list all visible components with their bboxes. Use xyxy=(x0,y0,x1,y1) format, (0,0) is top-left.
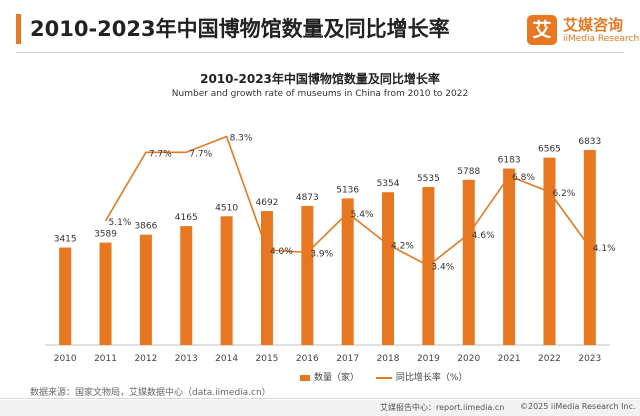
bar-value-label: 3415 xyxy=(54,235,77,245)
bar-value-label: 3589 xyxy=(94,230,117,240)
growth-rate-label: 4.0% xyxy=(270,247,293,257)
bar-value-label: 5136 xyxy=(336,185,359,195)
x-tick-label: 2013 xyxy=(175,354,198,364)
growth-rate-label: 8.3% xyxy=(230,133,253,143)
x-tick-label: 2020 xyxy=(457,354,480,364)
legend-bar-label: 数量（家） xyxy=(314,373,360,383)
legend-line-label: 同比增长率（%） xyxy=(395,373,468,383)
footer-bar: 艾媒报告中心：report.iimedia.cn ©2025 iiMedia R… xyxy=(0,400,640,416)
growth-rate-label: 7.7% xyxy=(189,149,212,159)
x-tick-label: 2022 xyxy=(538,354,561,364)
x-tick-label: 2018 xyxy=(377,354,400,364)
page-title: 2010-2023年中国博物馆数量及同比增长率 xyxy=(30,17,450,41)
x-tick-label: 2019 xyxy=(417,354,440,364)
bar-value-label: 4692 xyxy=(256,198,279,208)
bar-value-label: 4510 xyxy=(215,203,238,213)
bar xyxy=(583,150,596,345)
growth-rate-label: 6.2% xyxy=(552,189,575,199)
growth-rate-label: 6.8% xyxy=(512,173,535,183)
growth-rate-label: 7.7% xyxy=(149,149,172,159)
bar-value-label: 5354 xyxy=(377,179,400,189)
chart-legend: 数量（家） 同比增长率（%） xyxy=(300,370,467,383)
x-tick-label: 2023 xyxy=(578,354,601,364)
bar xyxy=(59,247,72,345)
legend-line-swatch xyxy=(375,376,392,379)
x-tick-label: 2011 xyxy=(94,354,117,364)
footer-copyright: ©2025 iiMedia Research Inc. xyxy=(520,402,636,411)
bar xyxy=(301,205,314,345)
bar-value-label: 5535 xyxy=(417,174,440,184)
footer-report-link[interactable]: 艾媒报告中心：report.iimedia.cn xyxy=(380,403,505,412)
bar xyxy=(260,211,273,345)
bar-value-label: 6183 xyxy=(498,156,521,166)
x-tick-label: 2010 xyxy=(54,354,77,364)
bar-value-label: 4165 xyxy=(175,213,198,223)
bar xyxy=(503,168,516,345)
x-tick-label: 2012 xyxy=(134,354,157,364)
growth-rate-label: 5.4% xyxy=(351,210,374,220)
bar xyxy=(99,242,112,345)
chart-subtitle: Number and growth rate of museums in Chi… xyxy=(171,89,469,99)
bar-value-label: 4873 xyxy=(296,193,319,203)
logo-name-cn: 艾媒咨询 xyxy=(563,16,624,34)
title-accent-bar xyxy=(16,14,21,44)
bar xyxy=(382,192,395,345)
growth-rate-label: 3.4% xyxy=(431,263,454,273)
brand-logo: 艾 艾媒咨询 iiMedia Research xyxy=(527,14,639,48)
bar xyxy=(462,179,475,345)
bar xyxy=(341,198,354,345)
bar-value-label: 6833 xyxy=(578,137,601,147)
x-tick-label: 2016 xyxy=(296,354,319,364)
data-source-note: 数据来源：国家文物局，艾媒数据中心（data.iimedia.cn） xyxy=(30,388,271,398)
growth-rate-label: 4.6% xyxy=(472,231,495,241)
x-tick-label: 2017 xyxy=(336,354,359,364)
logo-name-en: iiMedia Research xyxy=(563,34,640,44)
growth-rate-label: 3.9% xyxy=(310,250,333,260)
bar-value-label: 3866 xyxy=(134,222,157,232)
x-tick-label: 2015 xyxy=(256,354,279,364)
growth-rate-line xyxy=(104,135,591,267)
growth-rate-label: 5.1% xyxy=(109,218,132,228)
bar xyxy=(220,216,233,345)
header-divider xyxy=(16,52,624,53)
x-tick-label: 2014 xyxy=(215,354,238,364)
growth-rate-label: 4.2% xyxy=(391,242,414,252)
growth-rate-label: 4.1% xyxy=(593,244,616,254)
footer-divider xyxy=(0,398,640,399)
bar-value-label: 5788 xyxy=(457,167,480,177)
x-tick-label: 2021 xyxy=(498,354,521,364)
legend-bar-swatch xyxy=(300,374,310,381)
bar xyxy=(139,234,152,345)
bar xyxy=(180,226,193,345)
bar-value-label: 6565 xyxy=(538,145,561,155)
bar xyxy=(543,157,556,345)
logo-mark-icon: 艾 xyxy=(527,15,557,45)
chart-title: 2010-2023年中国博物馆数量及同比增长率 xyxy=(200,72,440,86)
